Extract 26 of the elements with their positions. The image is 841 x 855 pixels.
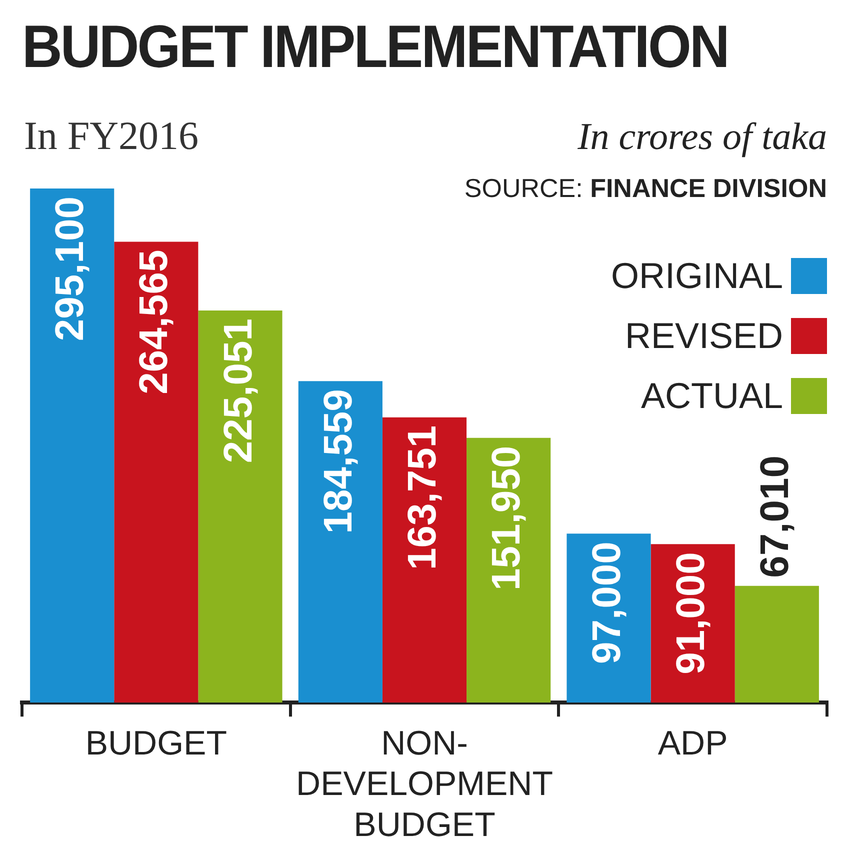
x-tick-label: BUDGET [85, 724, 228, 762]
bar [734, 586, 819, 703]
bar [466, 438, 551, 703]
legend-label: ORIGINAL [610, 255, 783, 297]
bar [30, 188, 114, 703]
data-label: 295,100 [48, 196, 92, 342]
text: In crores of taka [578, 115, 827, 159]
data-label: 91,000 [668, 552, 713, 674]
data-label: 67,010 [752, 456, 797, 578]
chart-subtitle: In FY2016 [24, 112, 198, 159]
data-label: 151,950 [484, 446, 529, 590]
chart-title: BUDGET IMPLEMENTATION [22, 12, 728, 81]
bar [114, 242, 198, 703]
data-label: 163,751 [400, 425, 445, 570]
legend-label: REVISED [624, 315, 783, 357]
legend-label: ACTUAL [640, 375, 783, 417]
bar [382, 417, 467, 703]
bar [298, 381, 382, 703]
x-tick-label: ADP [658, 724, 728, 762]
bar [198, 310, 282, 703]
x-tick-label: NON-DEVELOPMENT BUDGET [296, 724, 553, 844]
data-label: 264,565 [132, 250, 176, 394]
data-label: 184,559 [316, 389, 360, 534]
annotation: SOURCE: FINANCE DIVISION [464, 173, 827, 204]
data-label: 97,000 [584, 542, 629, 664]
data-label: 225,051 [216, 318, 260, 464]
